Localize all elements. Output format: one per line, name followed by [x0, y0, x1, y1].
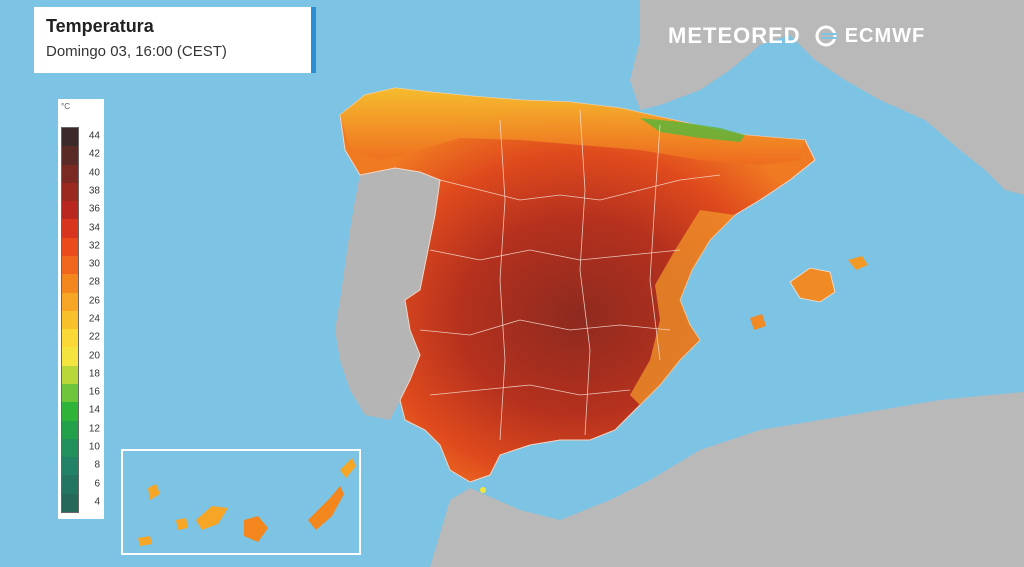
cantabrian-green: [640, 118, 745, 142]
legend-swatch: [62, 274, 78, 293]
legend-swatch: [62, 219, 78, 238]
legend-tick-label: 36: [88, 203, 100, 215]
legend-swatch: [62, 438, 78, 458]
north-coast-band: [340, 88, 805, 165]
temperature-legend: °C 44 42 40 38 36 34 32 30 28 26 24 22 20 18 16 14 12 10 8…: [58, 99, 104, 519]
legend-swatch: [62, 310, 78, 330]
legend-swatch: [62, 383, 78, 403]
meteored-logo: METEORED: [668, 23, 801, 48]
legend-swatch: [62, 347, 78, 366]
ecmwf-logo: ECMWF: [815, 25, 926, 48]
legend-tick-label: 44: [88, 130, 100, 142]
legend-tick-label: 28: [88, 276, 100, 288]
legend-tick-label: 24: [88, 313, 100, 325]
mallorca: [789, 267, 836, 303]
france-land: [630, 0, 1024, 195]
africa-land: [430, 392, 1024, 567]
ecmwf-label: ECMWF: [844, 24, 926, 47]
map-subtitle: Domingo 03, 16:00 (CEST): [46, 43, 227, 60]
legend-swatch: [62, 457, 78, 476]
legend-tick-label: 8: [94, 459, 100, 471]
portugal-land: [335, 168, 440, 420]
legend-tick-label: 14: [88, 404, 100, 416]
legend-tick-label: 22: [88, 331, 100, 343]
legend-swatch: [62, 255, 78, 275]
legend-swatch: [62, 493, 78, 512]
legend-tick-label: 34: [88, 222, 100, 234]
legend-swatch: [62, 182, 78, 202]
ecmwf-icon: [815, 25, 837, 47]
legend-tick-label: 12: [88, 423, 100, 435]
legend-labels: 44 42 40 38 36 34 32 30 28 26 24 22 20 18 16 14 12 10 8 6 4: [80, 127, 102, 511]
branding: METEORED ECMWF: [668, 22, 925, 50]
menorca: [848, 256, 868, 270]
legend-tick-label: 42: [88, 148, 100, 160]
title-panel: Temperatura Domingo 03, 16:00 (CEST): [34, 7, 316, 73]
legend-swatch: [62, 146, 78, 165]
legend-tick-label: 30: [88, 258, 100, 270]
legend-tick-label: 6: [94, 478, 100, 490]
canary-islands: [138, 458, 356, 546]
legend-tick-label: 40: [88, 167, 100, 179]
legend-swatch: [62, 329, 78, 348]
ibiza: [750, 314, 766, 330]
east-coast-band: [630, 210, 735, 405]
legend-swatch: [62, 128, 78, 147]
legend-swatch: [62, 420, 78, 439]
legend-tick-label: 32: [88, 240, 100, 252]
legend-swatch: [62, 201, 78, 220]
legend-tick-label: 16: [88, 386, 100, 398]
legend-unit: °C: [61, 102, 70, 111]
legend-tick-label: 10: [88, 441, 100, 453]
legend-color-bar: [61, 127, 79, 513]
legend-swatch: [62, 237, 78, 256]
legend-swatch: [62, 475, 78, 494]
map-title: Temperatura: [46, 16, 154, 36]
legend-swatch: [62, 292, 78, 311]
legend-swatch: [62, 402, 78, 421]
legend-tick-label: 38: [88, 185, 100, 197]
legend-tick-label: 20: [88, 350, 100, 362]
canary-islands-inset: [121, 449, 361, 555]
legend-tick-label: 18: [88, 368, 100, 380]
legend-tick-label: 4: [94, 496, 100, 508]
legend-tick-label: 26: [88, 295, 100, 307]
legend-swatch: [62, 164, 78, 183]
legend-swatch: [62, 365, 78, 384]
